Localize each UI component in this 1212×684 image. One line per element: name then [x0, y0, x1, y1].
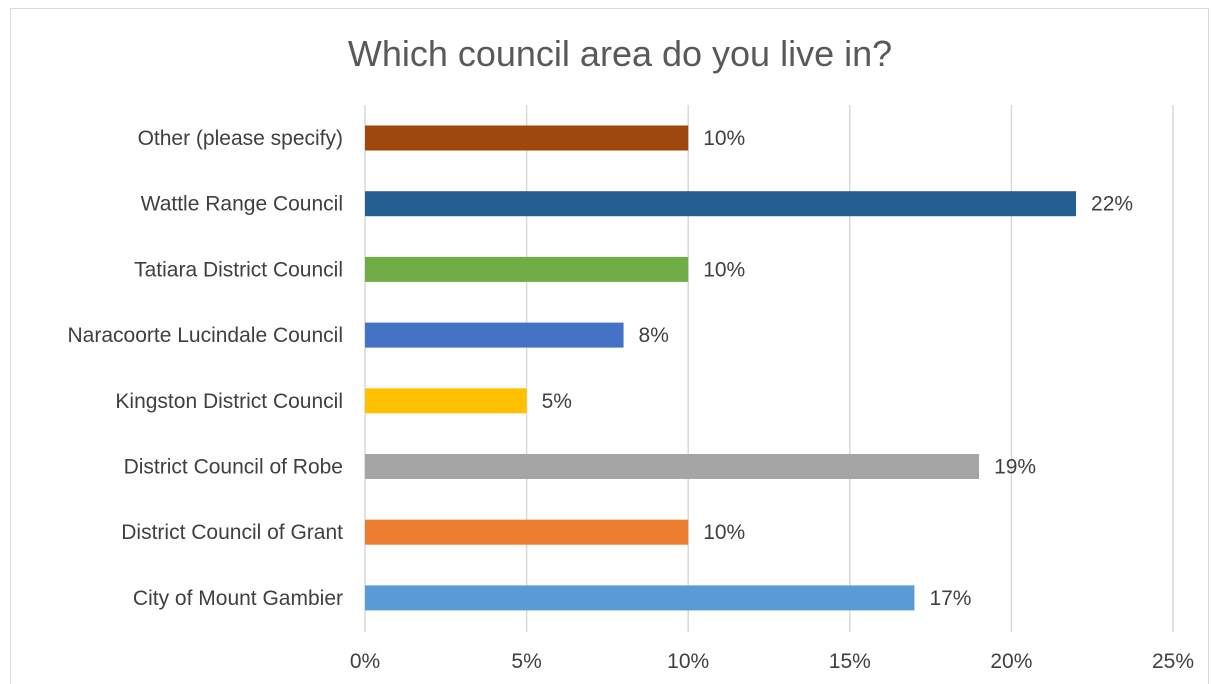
bar	[365, 322, 624, 348]
category-label: City of Mount Gambier	[133, 587, 343, 610]
bar	[365, 125, 689, 151]
x-tick-label: 5%	[511, 650, 541, 673]
x-tick-label: 20%	[990, 650, 1032, 673]
category-label: Kingston District Council	[115, 390, 343, 413]
x-axis-ticks: 0% 5% 10% 15% 20% 25%	[350, 650, 1194, 673]
bar	[365, 191, 1077, 217]
category-label: Wattle Range Council	[141, 193, 343, 216]
data-label: 22%	[1091, 193, 1133, 216]
data-labels: 10% 22% 10% 8% 5% 19% 10% 17%	[542, 127, 1133, 610]
data-label: 5%	[542, 390, 572, 413]
data-label: 19%	[994, 456, 1036, 479]
x-tick-label: 25%	[1152, 650, 1194, 673]
data-label: 8%	[639, 324, 669, 347]
data-label: 10%	[703, 258, 745, 281]
category-label: Naracoorte Lucindale Council	[68, 324, 344, 347]
data-label: 10%	[703, 127, 745, 150]
category-label: District Council of Robe	[124, 456, 343, 479]
category-label: Tatiara District Council	[134, 258, 343, 281]
bar	[365, 519, 689, 545]
bar	[365, 585, 915, 611]
x-tick-label: 0%	[350, 650, 380, 673]
data-label: 17%	[929, 587, 971, 610]
x-tick-label: 15%	[829, 650, 871, 673]
chart-title: Which council area do you live in?	[348, 33, 892, 74]
bar	[365, 256, 689, 282]
category-labels: Other (please specify) Wattle Range Counc…	[68, 127, 344, 610]
bars	[365, 125, 1077, 611]
bar	[365, 388, 527, 414]
x-tick-label: 10%	[667, 650, 709, 673]
category-label: Other (please specify)	[138, 127, 343, 150]
category-label: District Council of Grant	[121, 521, 343, 544]
bar	[365, 454, 980, 479]
gridlines	[364, 105, 1174, 632]
data-label: 10%	[703, 521, 745, 544]
